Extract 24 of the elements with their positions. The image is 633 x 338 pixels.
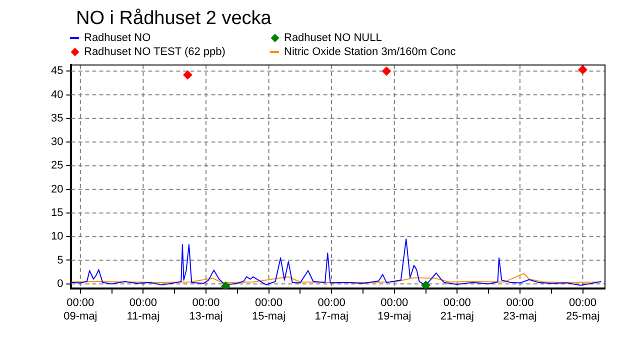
x-tick-label: 00:00 19-maj [378, 297, 412, 322]
y-tick-label: 0 [57, 278, 64, 290]
y-tick-label: 45 [50, 65, 64, 78]
x-tick-label: 00:00 17-maj [314, 297, 348, 322]
y-tick-label: 5 [57, 254, 64, 266]
x-tick-label: 00:00 21-maj [440, 297, 474, 322]
y-tick-label: 35 [50, 112, 64, 124]
legend-label: Radhuset NO NULL [284, 32, 382, 44]
chart-title: NO i Rådhuset 2 vecka [76, 8, 272, 30]
legend-label: Radhuset NO TEST (62 ppb) [84, 46, 226, 58]
x-tick-label: 00:00 11-maj [126, 297, 160, 322]
legend-label: Radhuset NO [84, 32, 151, 44]
y-tick-label: 20 [50, 183, 64, 196]
x-tick-label: 00:00 13-maj [189, 297, 223, 322]
y-tick-label: 25 [50, 160, 64, 172]
y-tick-label: 30 [50, 136, 64, 148]
x-tick-label: 00:00 09-maj [64, 297, 98, 322]
x-tick-label: 00:00 25-maj [566, 297, 600, 322]
y-tick-label: 40 [50, 88, 64, 101]
legend-label: Nitric Oxide Station 3m/160m Conc [284, 46, 456, 58]
y-tick-label: 10 [50, 230, 64, 243]
x-tick-label: 00:00 15-maj [252, 297, 286, 322]
x-tick-label: 00:00 23-maj [503, 297, 537, 322]
y-tick-label: 15 [50, 206, 64, 219]
